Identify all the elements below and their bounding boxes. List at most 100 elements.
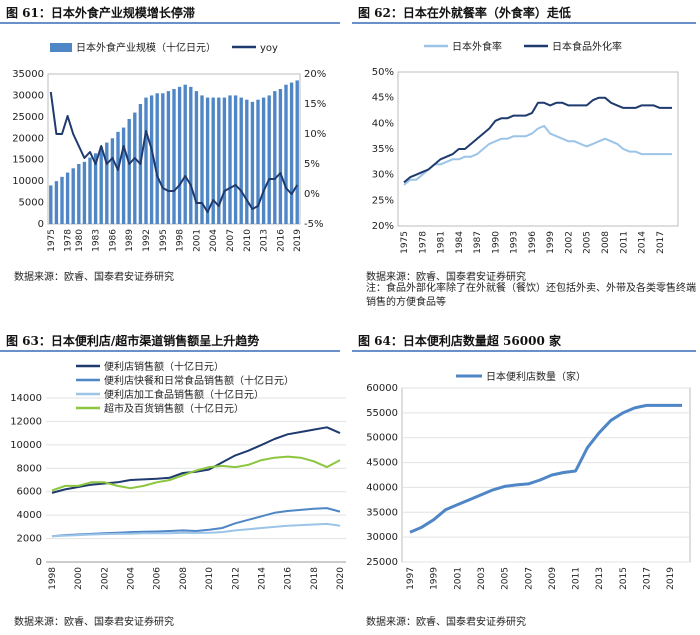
chart-61-bar (116, 131, 120, 224)
chart-61-xtick: 2004 (209, 229, 219, 252)
chart-61-y2tick: 0% (304, 189, 320, 200)
chart-64-ytick: 50000 (366, 433, 398, 444)
chart-61-bar (278, 89, 283, 224)
chart-61-bar (149, 95, 154, 224)
chart-63-xtick: 2002 (100, 567, 110, 590)
chart-64-xtick: 2001 (453, 567, 463, 590)
chart-61-xtick: 2016 (276, 229, 286, 252)
chart-63-ytick: 10000 (10, 440, 42, 451)
chart-63-xtick: 2018 (310, 567, 320, 590)
chart-64-ytick: 30000 (366, 532, 398, 543)
chart-62-ytick: 35% (372, 144, 394, 155)
chart-61-title: 图 61：日本外食产业规模增长停滞 (6, 6, 195, 20)
chart-61-y2tick: -5% (304, 219, 323, 230)
chart-61-bar (144, 97, 148, 224)
chart-64-xtick: 1999 (430, 567, 440, 590)
chart-61-bar (250, 101, 255, 224)
chart-64-xtick: 2003 (477, 567, 487, 590)
chart-62-xtick: 1999 (546, 231, 556, 254)
chart-61-xtick: 1989 (125, 229, 135, 252)
chart-62-xtick: 2005 (583, 231, 593, 254)
chart-61-legend-line: yoy (260, 43, 278, 54)
chart-63-series-line (51, 522, 341, 538)
chart-61-bar (200, 95, 204, 224)
chart-61-bar (127, 119, 131, 224)
chart-61-bar (88, 157, 92, 224)
chart-62-xtick: 1993 (510, 231, 520, 254)
chart-62-note: 注：食品外部化率除了在外就餐（餐饮）还包括外卖、外带及各类零售终端销售的方便食品… (366, 283, 696, 308)
chart-61-bar (211, 97, 215, 224)
chart-62-series-line (403, 96, 672, 184)
chart-63-ytick: 4000 (17, 510, 42, 521)
chart-63-title: 图 63：日本便利店/超市渠道销售额呈上升趋势 (6, 334, 260, 348)
chart-63-ytick: 2000 (17, 534, 42, 545)
chart-61-ytick: 15000 (12, 155, 44, 166)
chart-64-xtick: 2009 (548, 567, 558, 590)
panel-chart-63: 图 63：日本便利店/超市渠道销售额呈上升趋势 0 2000 4000 6000 800… (0, 328, 348, 635)
chart-61-bar (228, 95, 232, 224)
chart-64-xtick: 2011 (572, 567, 582, 590)
chart-62-xtick: 2008 (601, 231, 611, 254)
chart-62-xtick: 1978 (418, 231, 428, 254)
chart-62-source: 数据来源：欧睿、国泰君安证券研究 (366, 272, 526, 283)
chart-61-bar (256, 99, 260, 224)
chart-62-xtick: 2014 (638, 231, 648, 254)
chart-62-ytick: 25% (372, 195, 394, 206)
chart-63-legend: 便利店快餐和日常食品销售额（十亿日元） (104, 374, 294, 387)
chart-61-bar (54, 181, 59, 224)
chart-62-rule (352, 22, 696, 24)
chart-61-bar (77, 164, 81, 224)
chart-61-bar (166, 91, 171, 225)
chart-62-frame (397, 71, 679, 227)
chart-64-ytick: 60000 (366, 383, 398, 394)
chart-62-xtick: 1981 (437, 231, 447, 254)
chart-61-ytick: 10000 (12, 176, 44, 187)
chart-63-series-line (51, 426, 341, 494)
chart-63-plot: 0 2000 4000 6000 8000 10000 12000 14000 1998 2000… (10, 360, 346, 590)
chart-61-bar (177, 86, 182, 224)
chart-62-xtick: 1996 (528, 231, 538, 254)
panel-chart-61: 图 61：日本外食产业规模增长停滞 0 5000 10000 15000 20000 25… (0, 0, 348, 290)
chart-61-xtick: 1980 (75, 229, 85, 252)
chart-63-xtick: 2016 (284, 567, 294, 590)
chart-62-ytick: 45% (372, 93, 394, 104)
chart-63-ytick: 14000 (10, 393, 42, 404)
chart-62-plot: 20% 25% 30% 35% 40% 45% 50% 1975 1978 1981 1984 198… (372, 40, 679, 254)
chart-64-source: 数据来源：欧睿、国泰君安证券研究 (366, 617, 526, 628)
chart-63-series-line (51, 455, 341, 492)
chart-62-xtick: 2002 (564, 231, 574, 254)
chart-62-ytick: 40% (372, 118, 394, 129)
chart-61-bar (121, 127, 126, 224)
chart-62-ytick: 20% (372, 221, 394, 232)
chart-61-yoy-line (49, 91, 299, 213)
chart-61-xtick: 2010 (243, 229, 253, 252)
chart-61-ytick: 35000 (12, 69, 44, 80)
chart-63-xtick: 2014 (257, 567, 267, 590)
chart-63-xtick: 2000 (74, 567, 84, 590)
chart-62-ytick: 50% (372, 67, 394, 78)
chart-63-rule (0, 350, 340, 352)
chart-63-source: 数据来源：欧睿、国泰君安证券研究 (14, 617, 174, 628)
chart-61-bar (239, 97, 243, 224)
chart-61-xtick: 2013 (260, 229, 270, 252)
chart-64-title: 图 64：日本便利店数量超 56000 家 (358, 334, 561, 348)
chart-61-xtick: 1975 (47, 229, 57, 252)
chart-62-xtick: 2011 (619, 231, 629, 254)
chart-64-rule (352, 350, 696, 352)
chart-61-y2tick: 5% (304, 159, 320, 170)
chart-64-plot: 25000 30000 35000 40000 45000 50000 55000 60000… (366, 370, 691, 590)
chart-61-xtick: 2001 (192, 229, 202, 252)
chart-63-xtick: 2020 (336, 567, 346, 590)
chart-63-ytick: 12000 (10, 416, 42, 427)
chart-61-bar (194, 91, 199, 225)
chart-61-bar (110, 138, 115, 224)
chart-64-frame (401, 387, 691, 563)
chart-62-ytick: 30% (372, 170, 394, 181)
chart-61-bar (155, 93, 159, 225)
chart-61-bar (233, 95, 238, 224)
chart-61-xtick: 1998 (176, 229, 186, 252)
chart-63-xtick: 2010 (205, 567, 215, 590)
chart-63-xtick: 2006 (153, 567, 163, 590)
chart-61-y2tick: 15% (304, 99, 326, 110)
chart-61-bar (267, 95, 271, 224)
